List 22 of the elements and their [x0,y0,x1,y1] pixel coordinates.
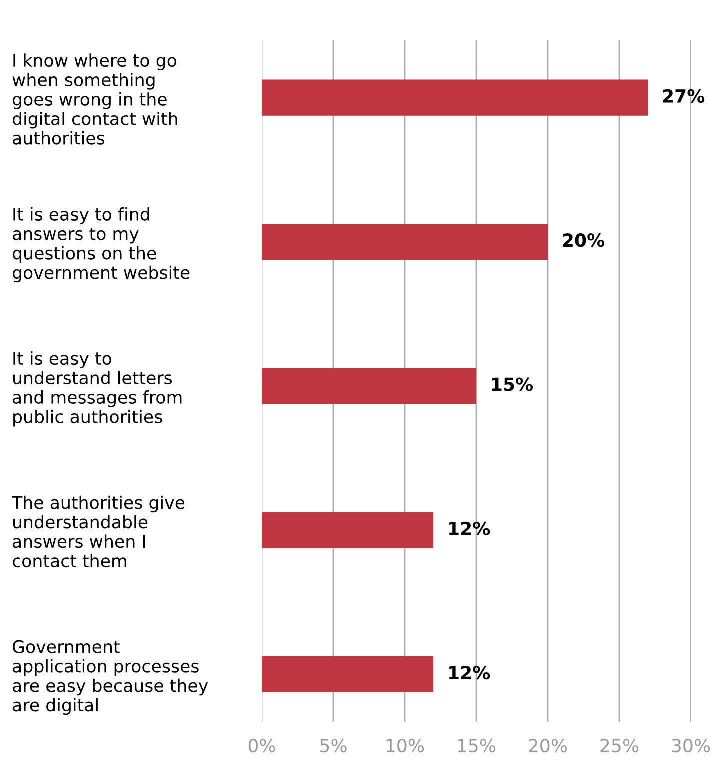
x-tick-label: 0% [248,738,276,753]
bar [262,512,434,548]
x-tick-label: 30% [672,738,710,753]
y-tick-label: It is easy to understand letters and messages from public authorities [13,352,182,427]
x-tick-label: 5% [320,738,347,753]
data-label: 12% [450,522,490,536]
data-label: 12% [450,666,490,680]
data-label: 20% [563,234,605,248]
data-label: 27% [663,89,705,104]
x-tick-label: 10% [386,738,424,753]
data-label: 15% [492,378,534,392]
x-tick-label: 25% [600,738,639,753]
y-tick-label: Government application processes are easy because they are digital [12,640,208,716]
y-tick-label: The authorities give understandable answers when I contact them [12,496,185,568]
y-tick-label: It is easy to find answers to my questions on the government website [12,208,190,283]
y-tick-label: I know where to go when something goes wrong in the digital contact with authorities [12,54,178,145]
bar [262,80,648,116]
bar [262,224,548,260]
x-tick-label: 15% [458,738,496,753]
bar [262,368,476,404]
bar [262,656,434,692]
x-tick-label: 20% [529,738,568,753]
